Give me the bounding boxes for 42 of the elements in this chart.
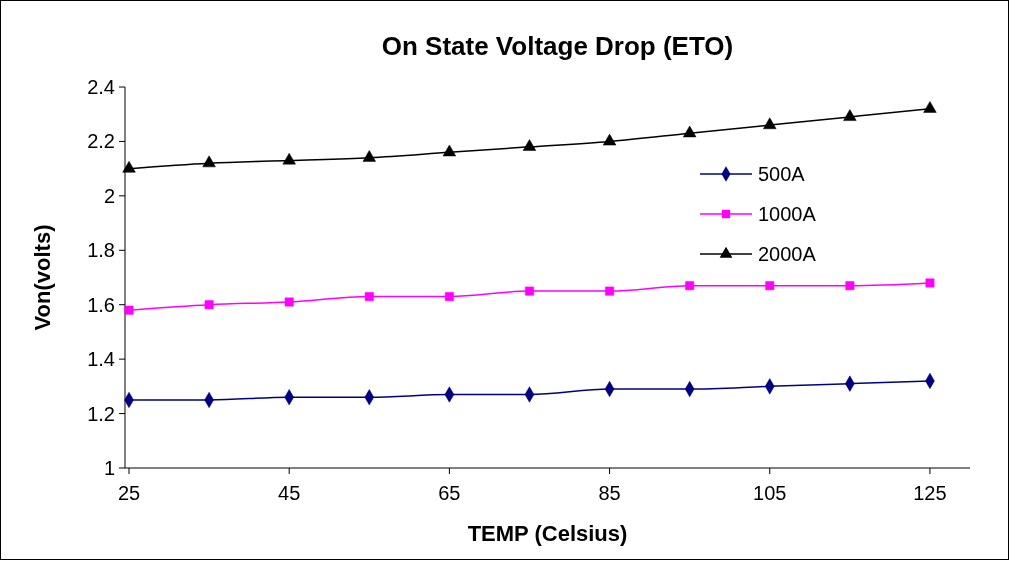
x-tick-label: 65: [438, 482, 461, 504]
point: [685, 281, 695, 291]
point: [282, 152, 296, 165]
point: [923, 101, 937, 113]
y-axis-title: Von(volts): [30, 224, 55, 331]
legend-label: 1000A: [758, 203, 817, 225]
x-tick-label: 125: [913, 482, 947, 504]
legend-label: 2000A: [758, 243, 817, 265]
point: [845, 281, 855, 291]
y-tick-label: 2.4: [87, 76, 115, 98]
y-tick-label: 1.6: [87, 293, 115, 316]
y-tick-label: 1.2: [87, 402, 115, 425]
point: [442, 144, 456, 157]
point: [364, 292, 374, 301]
point: [522, 139, 537, 151]
point: [124, 305, 134, 315]
point: [843, 109, 857, 121]
y-tick-label: 2.2: [87, 130, 115, 153]
point: [204, 300, 214, 310]
x-tick-label: 25: [117, 482, 141, 504]
point: [763, 117, 777, 130]
point: [605, 286, 615, 296]
point: [202, 155, 216, 168]
point: [525, 286, 534, 296]
y-tick-label: 1.8: [87, 239, 115, 262]
point: [444, 292, 454, 301]
point: [602, 133, 617, 146]
point: [683, 125, 697, 138]
x-axis-title: TEMP (Celsius): [467, 521, 628, 546]
chart-title: On State Voltage Drop (ETO): [381, 31, 734, 61]
y-tick-label: 1: [103, 457, 115, 479]
x-tick-label: 45: [278, 482, 301, 504]
y-tick-label: 1.4: [87, 348, 115, 371]
x-tick-label: 85: [598, 482, 621, 504]
point: [284, 297, 294, 307]
y-tick-label: 2: [103, 184, 115, 207]
x-tick-label: 105: [753, 482, 787, 504]
point: [925, 278, 935, 288]
point: [122, 161, 136, 173]
point: [765, 281, 775, 291]
legend-label: 500A: [758, 163, 806, 185]
point: [362, 150, 376, 162]
